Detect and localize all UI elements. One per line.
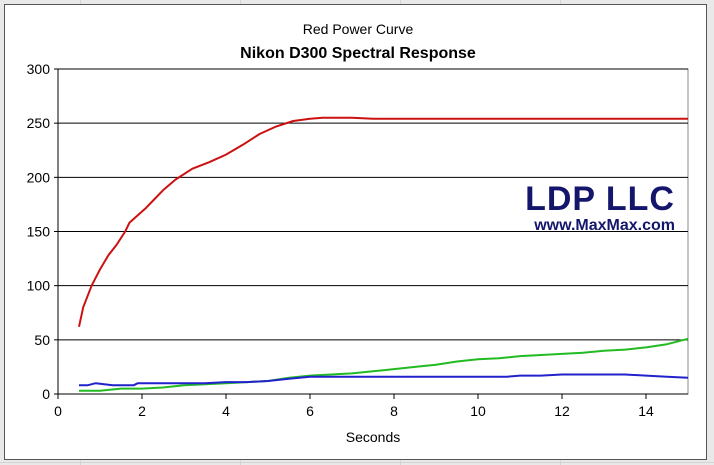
blue-series-line bbox=[79, 373, 689, 387]
axes: 0 50 100 150 200 250 300 0 2 4 6 8 10 12 14 bbox=[27, 61, 688, 419]
chart-svg: Red Power Curve Nikon D300 Spectral Resp… bbox=[27, 21, 689, 445]
series-layer bbox=[78, 116, 689, 392]
x-tick-label: 2 bbox=[138, 403, 146, 419]
y-tick-label: 50 bbox=[34, 332, 50, 348]
chart-title: Nikon D300 Spectral Response bbox=[240, 45, 476, 62]
y-tick-label: 200 bbox=[27, 169, 51, 185]
sheet-gridline bbox=[0, 462, 714, 463]
watermark-url: www.MaxMax.com bbox=[533, 217, 675, 234]
x-tick-label: 12 bbox=[554, 403, 570, 419]
y-tick-label: 150 bbox=[27, 224, 51, 240]
y-tick-label: 0 bbox=[42, 386, 50, 402]
y-tick-label: 250 bbox=[27, 115, 51, 131]
y-tick-label: 300 bbox=[27, 61, 51, 77]
y-tick-label: 100 bbox=[27, 278, 51, 294]
gridlines bbox=[57, 68, 689, 395]
watermark-text: LDP LLC bbox=[525, 180, 675, 218]
x-tick-label: 14 bbox=[638, 403, 654, 419]
x-axis-label: Seconds bbox=[346, 429, 400, 445]
green-series-line bbox=[79, 337, 689, 392]
x-tick-label: 4 bbox=[222, 403, 230, 419]
chart-subtitle: Red Power Curve bbox=[303, 21, 414, 37]
x-tick-label: 8 bbox=[390, 403, 398, 419]
x-tick-label: 6 bbox=[306, 403, 314, 419]
red-series-line bbox=[78, 116, 688, 328]
chart-area[interactable]: Red Power Curve Nikon D300 Spectral Resp… bbox=[4, 4, 707, 460]
x-tick-label: 10 bbox=[470, 403, 486, 419]
x-tick-label: 0 bbox=[54, 403, 62, 419]
